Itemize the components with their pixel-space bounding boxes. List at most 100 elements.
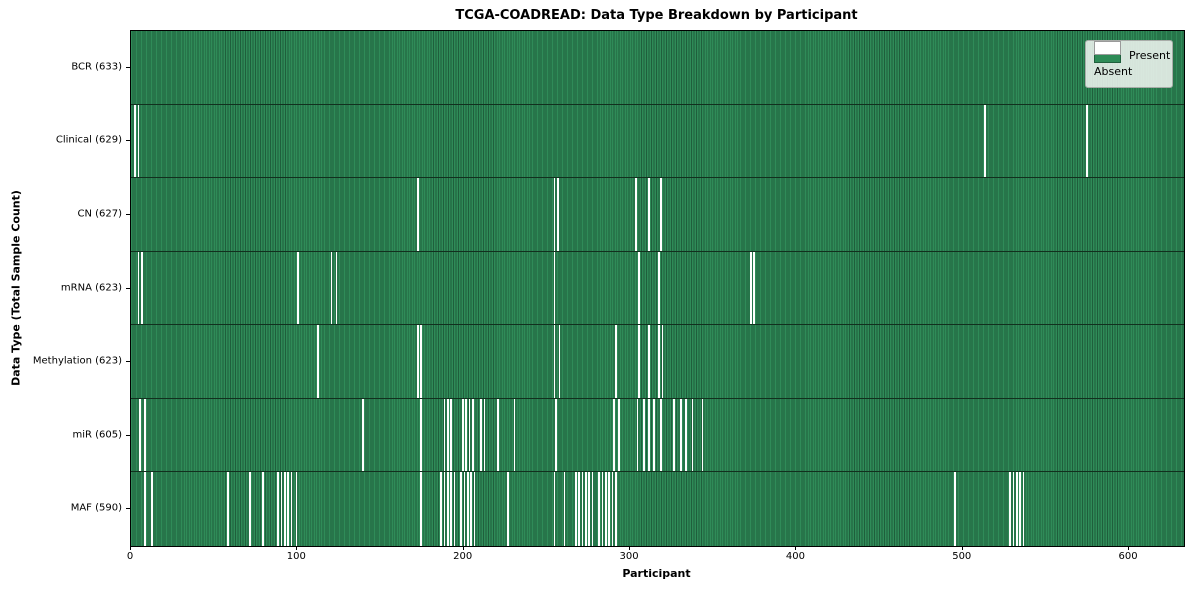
absent-marker [1022, 472, 1025, 546]
absent-marker [420, 398, 423, 472]
absent-marker [134, 104, 136, 178]
x-tick-label: 100 [286, 551, 306, 562]
x-tick-label: 400 [785, 551, 805, 562]
absent-marker [420, 472, 423, 546]
absent-marker [591, 472, 594, 546]
absent-marker [984, 104, 987, 178]
absent-marker [605, 472, 607, 546]
plot-area [130, 30, 1185, 547]
absent-marker [618, 398, 621, 472]
y-tick-label: mRNA (623) [60, 282, 122, 293]
heatmap-row-CN [131, 178, 1184, 252]
y-tick-mark [126, 140, 130, 142]
absent-marker [137, 104, 140, 178]
y-tick-label: MAF (590) [70, 502, 122, 514]
legend-absent-label: Absent [1094, 65, 1133, 78]
absent-marker [659, 178, 662, 251]
absent-marker [608, 472, 611, 546]
heatmap-row-miR [131, 398, 1184, 473]
absent-marker [330, 251, 333, 325]
absent-marker [638, 325, 641, 398]
absent-marker [615, 325, 617, 398]
absent-marker [611, 472, 614, 546]
absent-marker [555, 398, 557, 472]
legend-present-label: Present [1129, 49, 1171, 62]
absent-marker [453, 472, 456, 546]
x-tick-mark [1128, 546, 1130, 550]
absent-marker [463, 472, 466, 546]
absent-marker [691, 398, 694, 472]
y-tick-mark [126, 361, 130, 363]
x-tick-mark [795, 546, 797, 550]
absent-marker [615, 472, 617, 546]
absent-marker [679, 398, 682, 472]
absent-marker [227, 472, 230, 546]
absent-marker [480, 398, 483, 472]
absent-marker [317, 325, 319, 398]
absent-marker [462, 398, 464, 472]
absent-marker [280, 472, 283, 546]
y-tick-mark [126, 508, 130, 510]
absent-marker [420, 325, 423, 398]
heatmap-row-mRNA [131, 251, 1184, 326]
absent-marker [701, 398, 704, 472]
absent-marker [450, 472, 453, 546]
absent-marker [496, 398, 499, 472]
absent-marker [287, 472, 290, 546]
y-tick-label: BCR (633) [71, 61, 122, 73]
absent-marker [417, 325, 419, 398]
legend-item-absent: Absent [1094, 41, 1164, 79]
x-tick-mark [462, 546, 464, 550]
y-tick-label: Clinical (629) [55, 134, 122, 146]
absent-marker [1015, 472, 1018, 546]
absent-marker [335, 251, 338, 325]
x-axis-label: Participant [622, 567, 691, 580]
heatmap-row-BCR [131, 31, 1184, 105]
absent-marker [636, 398, 639, 472]
absent-marker [447, 472, 449, 546]
absent-marker [467, 472, 469, 546]
absent-marker [575, 472, 577, 546]
absent-marker [753, 251, 755, 325]
legend-absent-swatch [1094, 41, 1121, 55]
absent-marker [638, 251, 641, 325]
absent-marker [658, 251, 661, 325]
y-tick-mark [126, 213, 130, 215]
y-tick-mark [126, 66, 130, 68]
legend: Present Absent [1085, 40, 1173, 88]
absent-marker [643, 398, 646, 472]
absent-marker [483, 398, 486, 472]
absent-marker [601, 472, 604, 546]
absent-marker [443, 398, 446, 472]
absent-marker [553, 325, 556, 398]
absent-marker [297, 251, 300, 325]
absent-marker [613, 398, 616, 472]
x-tick-label: 600 [1118, 551, 1138, 562]
absent-marker [450, 398, 453, 472]
x-tick-label: 200 [453, 551, 473, 562]
absent-marker [598, 472, 601, 546]
absent-marker [658, 325, 661, 398]
absent-marker [506, 472, 509, 546]
absent-marker [362, 398, 364, 472]
absent-marker [295, 472, 298, 546]
absent-marker [648, 178, 651, 251]
x-tick-mark [130, 546, 131, 550]
absent-marker [473, 472, 476, 546]
absent-marker [465, 398, 468, 472]
absent-marker [513, 398, 516, 472]
absent-marker [673, 398, 675, 472]
absent-marker [659, 398, 662, 472]
absent-marker [460, 472, 463, 546]
chart-title: TCGA-COADREAD: Data Type Breakdown by Pa… [455, 8, 858, 23]
absent-marker [661, 325, 664, 398]
absent-marker [553, 178, 556, 251]
absent-marker [284, 472, 286, 546]
y-tick-mark [126, 287, 130, 289]
absent-marker [144, 472, 146, 546]
absent-marker [440, 472, 443, 546]
absent-marker [556, 178, 559, 251]
absent-marker [443, 472, 446, 546]
absent-marker [585, 472, 587, 546]
absent-marker [417, 178, 419, 251]
